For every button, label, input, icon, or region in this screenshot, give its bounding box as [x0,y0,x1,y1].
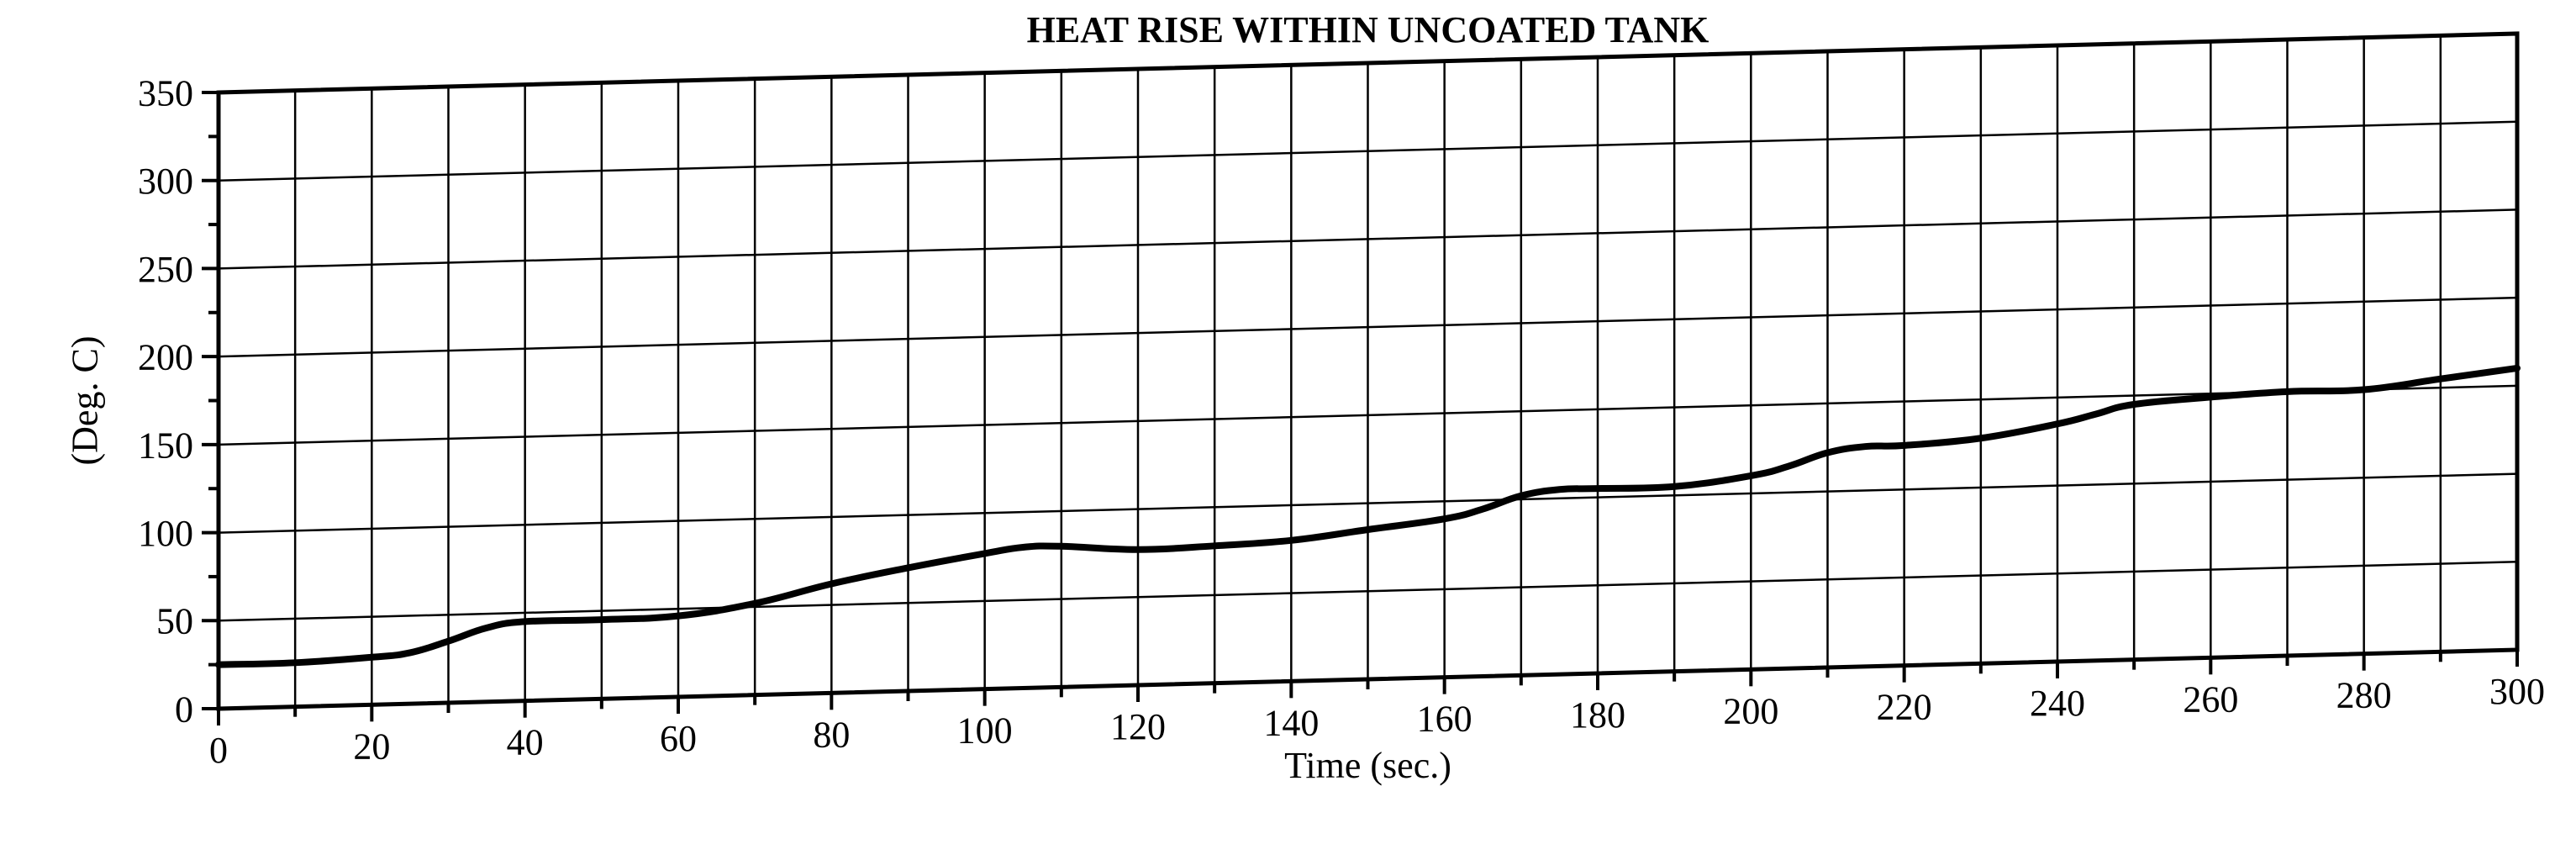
x-tick-label: 80 [813,714,850,755]
y-axis-label: (Deg. C) [65,336,106,466]
x-tick-label: 260 [2183,678,2238,720]
x-tick-label: 200 [1723,690,1778,731]
x-tick-label: 140 [1263,702,1319,743]
x-tick-label: 40 [507,722,544,763]
y-tick-label: 200 [138,337,193,378]
chart-title: HEAT RISE WITHIN UNCOATED TANK [1027,9,1709,50]
chart-container: 0 20 40 60 80 100 120 140 160 180 200 220 240 260 280 3… [0,0,2576,860]
x-tick-label: 160 [1417,699,1472,740]
x-tick-label: 180 [1570,694,1625,736]
y-tick-label: 0 [175,689,193,730]
y-tick-label: 300 [138,161,193,202]
y-tick-label: 350 [138,72,193,113]
x-tick-label: 280 [2336,675,2392,716]
x-tick-label: 20 [353,725,390,767]
x-tick-label: 300 [2489,671,2545,712]
y-tick-label: 150 [138,425,193,466]
y-tick-label: 100 [138,513,193,554]
line-chart: 0 20 40 60 80 100 120 140 160 180 200 220 240 260 280 3… [0,0,2576,860]
x-tick-label: 100 [957,710,1013,752]
x-tick-label: 0 [209,730,228,771]
x-tick-label: 240 [2030,683,2085,724]
x-tick-label: 60 [660,718,697,759]
x-axis-label: Time (sec.) [1284,745,1451,786]
y-tick-label: 50 [156,601,193,642]
x-tick-label: 220 [1877,687,1932,728]
x-tick-label: 120 [1110,706,1166,747]
y-tick-label: 250 [138,249,193,290]
